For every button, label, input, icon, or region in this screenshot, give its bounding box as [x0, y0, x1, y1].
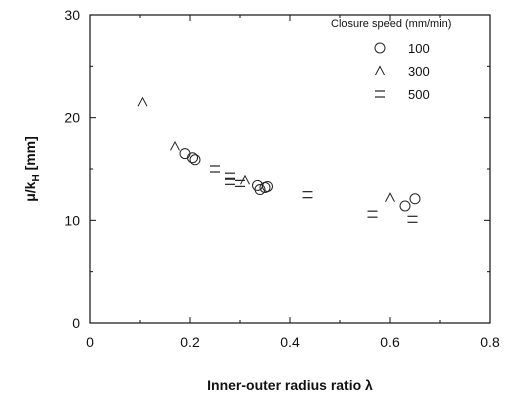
- data-point-circle: [179, 148, 191, 160]
- data-point-bar: [225, 177, 235, 185]
- legend: Closure speed (mm/min) 100 300 500: [331, 18, 451, 102]
- x-tick-label: 0.6: [380, 334, 400, 350]
- y-axis-label-sub: H: [31, 174, 42, 181]
- data-point-circle: [262, 180, 273, 192]
- y-tick-label: 10: [64, 212, 80, 228]
- plot-area: [89, 14, 491, 324]
- data-points: [137, 96, 421, 223]
- legend-title: Closure speed (mm/min): [331, 18, 451, 30]
- y-tick-label: 20: [64, 110, 80, 126]
- data-point-circle: [254, 184, 266, 196]
- data-point-triangle: [240, 174, 250, 185]
- legend-marker-triangle: [375, 65, 385, 76]
- legend-label: 500: [408, 87, 430, 102]
- y-tick-label: 0: [72, 315, 80, 331]
- data-point-circle: [409, 193, 421, 205]
- y-tick-label: 30: [64, 7, 80, 23]
- legend-marker-bar: [375, 90, 385, 98]
- x-tick-label: 0.4: [280, 334, 300, 350]
- tick-labels: 0 0.2 0.4 0.6 0.8 0 10 20 30: [64, 7, 500, 350]
- data-point-circle: [189, 154, 201, 166]
- data-point-circle: [187, 152, 198, 164]
- legend-label: 300: [408, 64, 430, 79]
- axis-ticks: [89, 14, 491, 324]
- data-point-bar: [407, 215, 418, 223]
- data-point-bar: [210, 165, 220, 173]
- x-tick-label: 0.2: [180, 334, 200, 350]
- data-point-triangle: [385, 192, 395, 202]
- legend-label: 100: [408, 41, 430, 56]
- data-point-triangle: [137, 96, 148, 107]
- data-point-triangle: [170, 140, 180, 151]
- data-point-bar: [225, 172, 235, 180]
- data-point-bar: [235, 179, 245, 187]
- data-point-bar: [302, 191, 313, 199]
- legend-marker-circle: [374, 42, 386, 54]
- x-tick-label: 0.8: [480, 334, 500, 350]
- x-axis-label: Inner-outer radius ratio λ: [207, 377, 373, 393]
- y-axis-label-main: μ/k: [22, 181, 38, 201]
- y-axis-label-unit: [mm]: [22, 136, 38, 174]
- data-point-circle: [399, 200, 411, 212]
- y-axis-label: μ/kH [mm]: [22, 136, 42, 202]
- x-tick-label: 0: [86, 334, 94, 350]
- data-point-bar: [367, 210, 378, 218]
